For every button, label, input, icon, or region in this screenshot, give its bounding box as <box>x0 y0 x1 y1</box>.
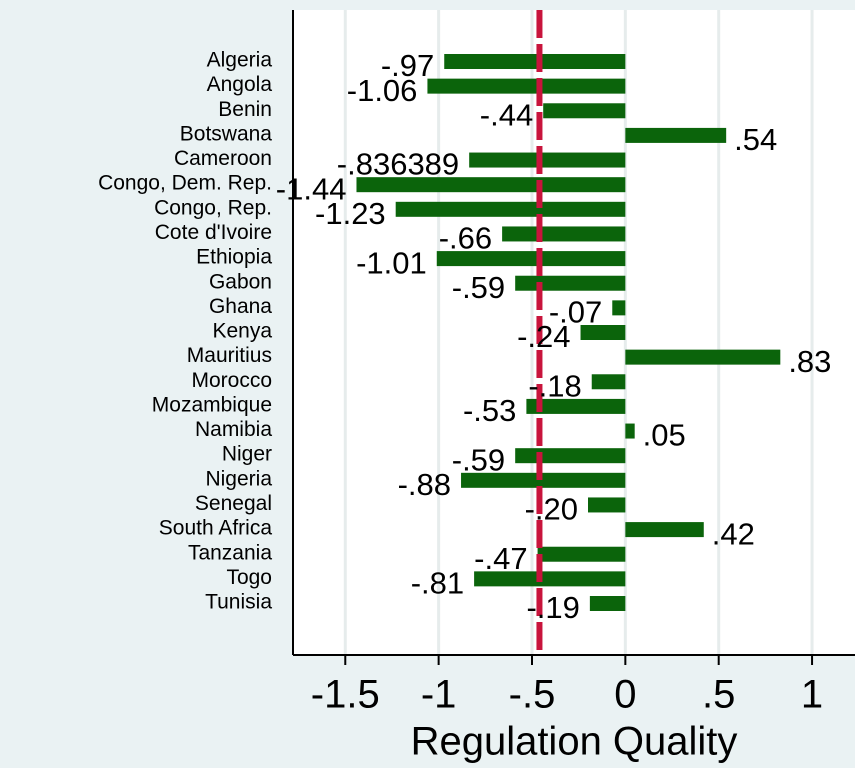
bar <box>625 349 781 365</box>
bar <box>436 251 626 267</box>
x-tick-label: .5 <box>702 673 735 717</box>
bar <box>625 522 704 538</box>
value-label: -.81 <box>411 566 464 601</box>
y-tick-label: Cote d'Ivoire <box>155 221 272 244</box>
y-tick-label: Congo, Rep. <box>154 196 272 219</box>
value-label: -.19 <box>526 590 579 625</box>
y-tick-label: Morocco <box>191 369 272 392</box>
value-label: -.59 <box>452 442 505 477</box>
value-label: .54 <box>734 122 777 157</box>
y-tick-label: Nigeria <box>205 467 272 490</box>
x-tick-label: -.5 <box>509 673 556 717</box>
value-label: -.07 <box>549 295 602 330</box>
value-label: .42 <box>712 516 755 551</box>
x-tick-label: 0 <box>614 673 636 717</box>
bar <box>537 546 626 562</box>
bar <box>580 325 626 340</box>
bar <box>444 54 626 69</box>
y-tick-label: Angola <box>207 73 273 96</box>
y-tick-label: Togo <box>226 566 272 589</box>
y-tick-label: Benin <box>218 98 272 121</box>
value-label: -1.06 <box>347 73 418 108</box>
y-tick-label: South Africa <box>159 517 273 540</box>
value-label: -.66 <box>439 221 492 256</box>
y-tick-label: Botswana <box>180 122 273 145</box>
value-label: -.24 <box>517 319 570 354</box>
y-tick-label: Tanzania <box>188 541 272 564</box>
value-label: -.44 <box>480 97 533 132</box>
value-label: -.18 <box>528 368 581 403</box>
y-tick-label: Niger <box>222 443 272 466</box>
value-label: -.88 <box>398 467 451 502</box>
y-tick-label: Senegal <box>195 492 272 515</box>
y-tick-label: Mauritius <box>187 344 272 367</box>
bar <box>526 398 626 414</box>
value-label: -1.44 <box>276 171 347 206</box>
bar <box>395 201 626 217</box>
value-label: -.47 <box>474 541 527 576</box>
bar <box>427 78 626 94</box>
value-label: -.20 <box>525 492 578 527</box>
y-tick-label: Mozambique <box>152 393 272 416</box>
value-label: -1.23 <box>315 196 386 231</box>
bar <box>502 226 626 242</box>
bar <box>474 571 626 587</box>
y-tick-label: Tunisia <box>205 591 272 614</box>
bar <box>612 300 626 316</box>
x-tick-label: -1 <box>421 673 457 717</box>
y-tick-label: Namibia <box>195 418 272 441</box>
x-tick-label: -1.5 <box>311 673 380 717</box>
bar <box>515 275 626 291</box>
bar <box>469 152 626 168</box>
value-label: -.59 <box>452 270 505 305</box>
bar <box>543 103 626 119</box>
value-label: .05 <box>643 418 686 453</box>
y-tick-label: Cameroon <box>174 147 272 170</box>
value-label: -1.01 <box>356 245 427 280</box>
value-label: -.836389 <box>337 147 459 182</box>
bar <box>588 497 626 513</box>
bar <box>515 448 626 464</box>
y-tick-label: Congo, Dem. Rep. <box>98 172 272 195</box>
bar <box>461 472 626 488</box>
bar <box>625 423 635 439</box>
y-tick-label: Ghana <box>209 295 272 318</box>
y-tick-label: Algeria <box>207 49 273 72</box>
bar <box>356 177 626 193</box>
bar <box>625 127 727 143</box>
x-axis-title: Regulation Quality <box>411 720 738 764</box>
y-tick-label: Kenya <box>212 320 272 343</box>
y-tick-label: Gabon <box>209 270 272 293</box>
value-label: -.53 <box>463 393 516 428</box>
x-tick-label: 1 <box>801 673 823 717</box>
value-label: .83 <box>788 344 831 379</box>
value-label: -.97 <box>381 48 434 83</box>
bar <box>589 596 626 611</box>
y-tick-label: Ethiopia <box>196 246 272 269</box>
bar <box>591 374 626 390</box>
